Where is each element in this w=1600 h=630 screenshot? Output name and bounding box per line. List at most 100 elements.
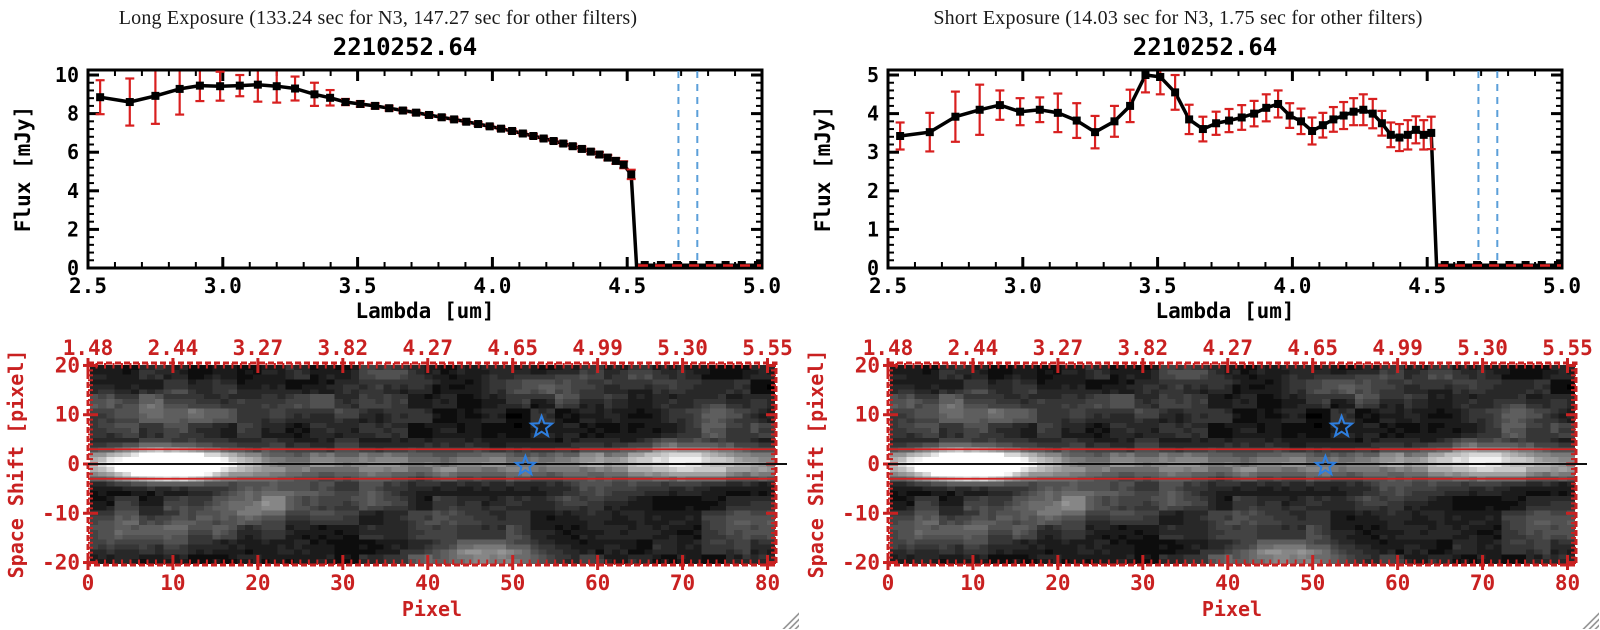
data-marker bbox=[1171, 88, 1180, 97]
data-marker bbox=[1110, 117, 1119, 126]
x-tick-label: 4.0 bbox=[473, 274, 511, 298]
zero-tail-marker bbox=[1489, 261, 1498, 269]
zero-tail-marker bbox=[1505, 261, 1514, 269]
data-marker bbox=[568, 142, 577, 151]
data-marker bbox=[1126, 101, 1135, 110]
wavelength-tick-label: 5.30 bbox=[657, 336, 708, 360]
shift-tick-label: -10 bbox=[42, 501, 80, 525]
x-tick-label: 3.0 bbox=[1004, 274, 1042, 298]
x-tick-label: 4.0 bbox=[1273, 274, 1311, 298]
data-marker bbox=[995, 101, 1004, 110]
wavelength-tick-label: 5.30 bbox=[1457, 336, 1508, 360]
data-marker bbox=[1377, 119, 1386, 128]
x-axis-title: Lambda [um] bbox=[1155, 299, 1294, 323]
data-marker bbox=[1359, 105, 1368, 114]
data-marker bbox=[1395, 133, 1404, 142]
data-marker bbox=[371, 101, 380, 110]
spectrum-line bbox=[899, 73, 1561, 269]
pixel-tick-label: 50 bbox=[1300, 571, 1325, 595]
wavelength-tick-label: 4.27 bbox=[1202, 336, 1253, 360]
data-marker bbox=[1419, 130, 1428, 139]
data-marker bbox=[216, 82, 225, 91]
y-axis-title: Flux [mJy] bbox=[11, 106, 35, 232]
y-tick-label: 2 bbox=[67, 217, 79, 241]
zero-tail-marker bbox=[689, 261, 698, 269]
window-title-short: Short Exposure (14.03 sec for N3, 1.75 s… bbox=[933, 7, 1423, 29]
spectrum-axes-box bbox=[86, 68, 764, 270]
shift-tick-label: -20 bbox=[842, 551, 880, 575]
pixel-tick-label: 80 bbox=[1555, 571, 1580, 595]
data-marker bbox=[310, 90, 319, 99]
shift-tick-label: -20 bbox=[42, 551, 80, 575]
data-marker bbox=[1427, 128, 1436, 137]
data-marker bbox=[1141, 71, 1150, 80]
data-marker bbox=[485, 122, 494, 131]
shift-tick-label: 20 bbox=[55, 353, 80, 377]
data-marker bbox=[1016, 107, 1025, 116]
x-tick-label: 3.0 bbox=[204, 274, 242, 298]
panel-long-exposure: Long Exposure (133.24 sec for N3, 147.27… bbox=[4, 7, 799, 629]
data-marker bbox=[462, 117, 471, 126]
data-marker bbox=[96, 93, 105, 102]
spectral-image-canvas bbox=[89, 364, 775, 564]
panel-short-exposure: Short Exposure (14.03 sec for N3, 1.75 s… bbox=[800, 0, 1600, 630]
data-marker bbox=[1349, 107, 1358, 116]
zero-tail-marker bbox=[1456, 261, 1465, 269]
data-marker bbox=[1386, 130, 1395, 139]
spectrum-axes-box bbox=[886, 68, 1564, 270]
x-tick-label: 4.5 bbox=[608, 274, 646, 298]
wavelength-tick-label: 2.44 bbox=[148, 336, 199, 360]
data-marker bbox=[1297, 117, 1306, 126]
wavelength-tick-label: 3.27 bbox=[1033, 336, 1084, 360]
pixel-tick-label: 10 bbox=[960, 571, 985, 595]
pixel-tick-label: 0 bbox=[882, 571, 895, 595]
map-x-axis-title: Pixel bbox=[402, 597, 462, 621]
wavelength-tick-label: 4.65 bbox=[1287, 336, 1338, 360]
data-marker bbox=[291, 84, 300, 93]
data-marker bbox=[518, 129, 527, 138]
wavelength-tick-label: 1.48 bbox=[63, 336, 114, 360]
resize-grip[interactable] bbox=[780, 610, 799, 629]
data-marker bbox=[549, 137, 558, 146]
wavelength-tick-label: 4.99 bbox=[1372, 336, 1423, 360]
data-marker bbox=[326, 93, 335, 102]
data-marker bbox=[586, 147, 595, 156]
zero-tail-marker bbox=[1553, 261, 1562, 269]
data-marker bbox=[896, 132, 905, 140]
data-marker bbox=[497, 124, 506, 133]
zero-tail-marker bbox=[1440, 261, 1449, 269]
data-marker bbox=[195, 81, 204, 90]
wavelength-tick-label: 1.48 bbox=[863, 336, 914, 360]
data-marker bbox=[1329, 115, 1338, 124]
spectrum-line bbox=[99, 82, 761, 269]
wavelength-tick-label: 5.55 bbox=[742, 336, 793, 360]
pixel-tick-label: 10 bbox=[160, 571, 185, 595]
zero-tail-marker bbox=[656, 261, 665, 269]
data-marker bbox=[474, 120, 483, 129]
y-tick-label: 0 bbox=[867, 256, 879, 280]
pixel-tick-label: 70 bbox=[1470, 571, 1495, 595]
wavelength-tick-label: 3.82 bbox=[1118, 336, 1169, 360]
data-marker bbox=[619, 160, 628, 169]
data-marker bbox=[398, 106, 407, 115]
data-marker bbox=[450, 115, 459, 124]
data-marker bbox=[341, 98, 350, 107]
data-marker bbox=[356, 99, 365, 108]
data-marker bbox=[125, 98, 134, 107]
data-marker bbox=[1091, 128, 1100, 137]
data-marker bbox=[627, 170, 636, 179]
y-tick-label: 0 bbox=[67, 256, 79, 280]
data-marker bbox=[1198, 125, 1207, 134]
resize-grip[interactable] bbox=[1580, 610, 1599, 629]
x-axis-title: Lambda [um] bbox=[355, 299, 494, 323]
data-marker bbox=[559, 139, 568, 148]
zero-tail-marker bbox=[673, 261, 682, 269]
wavelength-tick-label: 3.27 bbox=[233, 336, 284, 360]
data-marker bbox=[529, 132, 538, 140]
y-tick-label: 5 bbox=[867, 63, 879, 87]
y-tick-label: 2 bbox=[867, 179, 879, 203]
data-marker bbox=[1250, 109, 1259, 118]
data-marker bbox=[1237, 113, 1246, 122]
data-marker bbox=[1318, 121, 1327, 130]
